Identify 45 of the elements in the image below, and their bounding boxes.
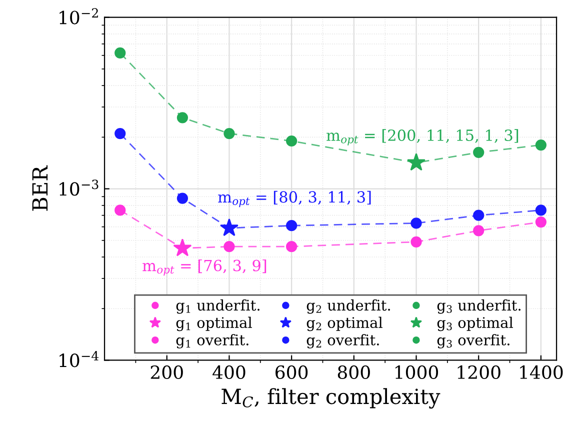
point	[410, 236, 422, 248]
point	[286, 220, 298, 232]
legend-label: g$_{3}$ overfit.	[437, 334, 510, 348]
x-axis-title: M$_{C}$, filter complexity	[222, 388, 440, 409]
point	[114, 204, 126, 216]
legend-label: g$_{3}$ underfit.	[437, 299, 521, 314]
legend-label: g$_{1}$ optimal	[176, 316, 252, 332]
y-tick-label: 10$^{−4}$	[60, 351, 99, 368]
point	[173, 238, 192, 256]
point	[176, 192, 188, 204]
point	[473, 210, 484, 221]
annotation: m$_{opt}$ = [200, 11, 15, 1, 3]	[326, 129, 518, 146]
legend-label: g$_{1}$ underfit.	[176, 299, 260, 314]
legend-label: g$_{2}$ optimal	[306, 316, 382, 332]
point	[224, 128, 235, 140]
annotation: m$_{opt}$ = [76, 3, 9]	[142, 259, 266, 276]
point	[286, 135, 298, 147]
point	[535, 216, 546, 228]
y-tick-label: 10$^{−3}$	[60, 180, 98, 196]
x-tick-label: 600	[276, 365, 308, 380]
point	[473, 225, 484, 236]
y-axis-title: BER	[32, 165, 48, 211]
legend-label: g$_{1}$ overfit.	[176, 334, 248, 348]
legend-label: g$_{2}$ underfit.	[306, 299, 390, 314]
point	[406, 152, 426, 171]
point	[114, 47, 126, 59]
x-tick-label: 200	[150, 365, 183, 380]
legend-label: g$_{2}$ overfit.	[306, 334, 379, 348]
legend-label: g$_{3}$ optimal	[437, 316, 513, 332]
x-tick-label: 400	[212, 365, 246, 380]
point	[473, 146, 484, 158]
point	[224, 241, 235, 252]
annotation: m$_{opt}$ = [80, 3, 11, 3]	[218, 190, 371, 208]
point	[410, 218, 422, 229]
y-tick-label: 10$^{−2}$	[60, 8, 98, 24]
x-tick-label: 1200	[458, 365, 500, 380]
point	[286, 241, 298, 252]
point	[535, 204, 546, 216]
x-tick-label: 800	[338, 365, 370, 380]
point	[176, 112, 188, 124]
x-tick-label: 1400	[520, 365, 563, 380]
x-tick-label: 1000	[395, 365, 438, 380]
point	[535, 139, 546, 151]
point	[114, 128, 126, 140]
point	[220, 218, 238, 236]
